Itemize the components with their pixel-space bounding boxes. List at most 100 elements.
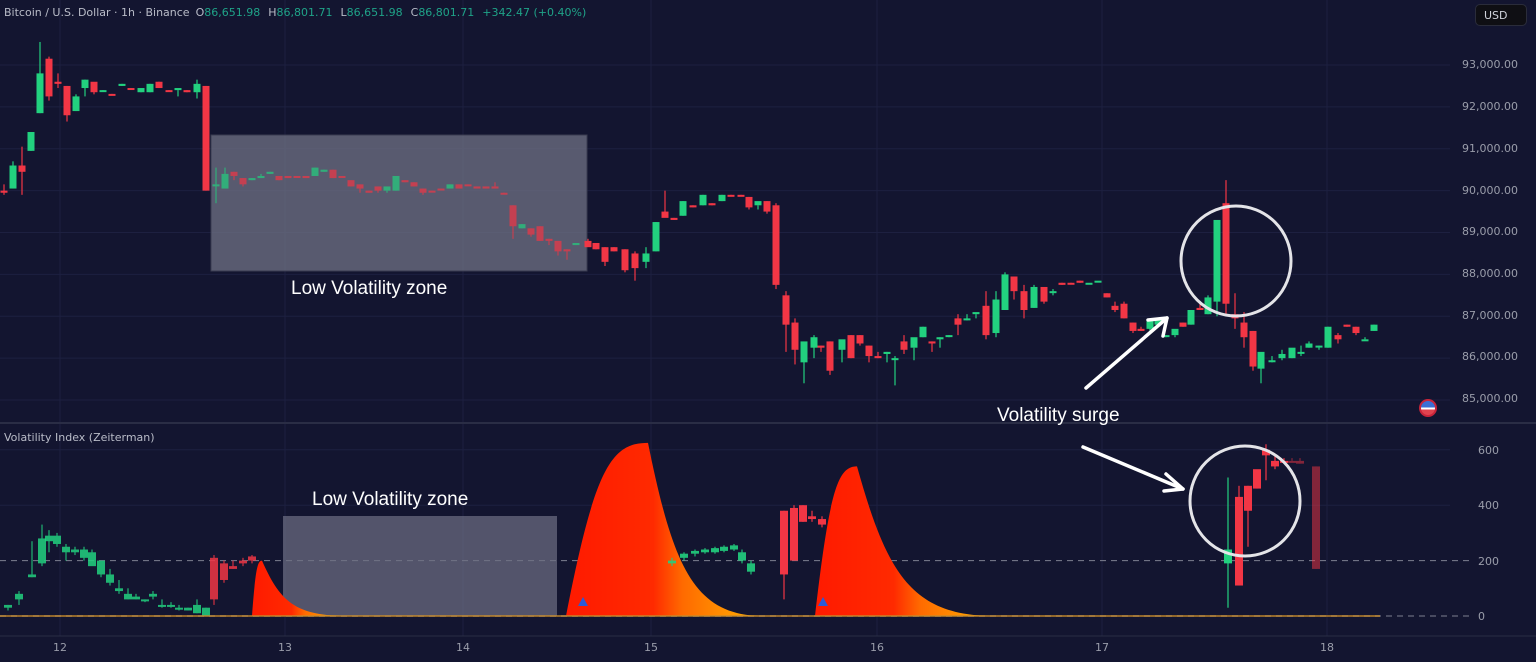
indicator-candle — [38, 524, 46, 567]
candle — [155, 81, 163, 89]
candle — [954, 314, 962, 336]
candle — [1030, 284, 1038, 308]
candle — [945, 335, 953, 338]
candle — [1040, 286, 1048, 304]
indicator-candle — [1288, 458, 1296, 463]
candle — [847, 335, 855, 359]
candle — [900, 335, 908, 354]
candle — [963, 314, 971, 321]
candle — [202, 85, 210, 191]
price-tick: 90,000.00 — [1462, 184, 1518, 197]
candle — [652, 222, 660, 252]
candle — [1162, 335, 1170, 338]
candle — [392, 175, 400, 191]
candle — [239, 178, 247, 187]
candle — [1288, 347, 1296, 359]
candle — [782, 291, 790, 352]
indicator-candle — [4, 604, 12, 611]
candle — [699, 194, 707, 206]
candle — [856, 335, 864, 346]
signal-triangle-icon — [578, 597, 588, 606]
indicator-title[interactable]: Volatility Index (Zeiterman) — [4, 431, 155, 444]
indicator-candle — [1253, 469, 1261, 489]
candle — [428, 190, 436, 193]
indicator-candle — [124, 588, 132, 600]
candle — [891, 356, 899, 386]
candle — [631, 251, 639, 281]
indicator-candle — [1271, 455, 1279, 470]
indicator-candle — [106, 568, 114, 586]
candle — [874, 351, 882, 359]
candle — [193, 79, 201, 99]
candle — [146, 83, 154, 93]
surge-highlight-circle-indicator — [1188, 444, 1302, 558]
change-value: +342.47 (+0.40%) — [482, 6, 587, 19]
price-tick: 86,000.00 — [1462, 350, 1518, 363]
candle — [1111, 301, 1119, 313]
candle — [90, 81, 98, 95]
candle — [248, 178, 256, 181]
candle — [1196, 303, 1204, 310]
candle — [518, 224, 526, 229]
candle — [1334, 333, 1342, 344]
candle — [1257, 351, 1265, 384]
low-volatility-box-indicator — [283, 516, 557, 616]
candle — [63, 85, 71, 122]
indicator-candle — [1224, 477, 1232, 608]
candle — [165, 90, 173, 93]
indicator-candle — [1296, 458, 1304, 464]
candle — [374, 186, 382, 193]
candle — [509, 205, 517, 239]
candle — [1324, 326, 1332, 348]
candle — [491, 182, 499, 189]
candle — [1240, 312, 1248, 348]
indicator-candle — [818, 516, 826, 528]
symbol-title[interactable]: Bitcoin / U.S. Dollar · 1h · Binance — [4, 6, 190, 19]
indicator-candle — [80, 546, 88, 561]
candle — [446, 184, 454, 189]
candle — [365, 190, 373, 193]
candle — [1103, 293, 1111, 298]
indicator-candle — [239, 557, 247, 567]
indicator-candle — [149, 591, 157, 600]
candle — [72, 94, 80, 112]
indicator-candle — [167, 602, 175, 608]
candle — [482, 186, 490, 189]
candle — [838, 339, 846, 363]
candle — [1094, 280, 1102, 283]
candle — [455, 184, 463, 189]
candle — [1361, 337, 1369, 342]
volatility-spike-area — [252, 560, 340, 616]
currency-button[interactable]: USD — [1475, 4, 1527, 26]
indicator-candle — [229, 560, 237, 569]
candle — [275, 175, 283, 181]
indicator-candle — [711, 546, 719, 554]
candle — [1120, 301, 1128, 319]
indicator-tick: 200 — [1478, 555, 1499, 568]
indicator-candle — [88, 549, 96, 567]
price-candles — [0, 41, 1378, 386]
indicator-candle — [210, 555, 218, 605]
volatility-spike-area — [566, 442, 760, 616]
candle — [679, 201, 687, 216]
candle — [1049, 289, 1057, 296]
candle — [293, 175, 301, 178]
candle — [1213, 219, 1221, 317]
candle — [9, 161, 17, 189]
time-tick: 15 — [644, 641, 658, 654]
candle — [826, 341, 834, 375]
indicator-candle — [738, 549, 746, 564]
candle — [18, 146, 26, 195]
indicator-candle — [141, 599, 149, 603]
indicator-candle — [808, 510, 816, 522]
candle — [727, 194, 735, 197]
candle — [763, 201, 771, 214]
arrow-up-right-icon — [1084, 316, 1169, 390]
arrow-down-right-icon — [1081, 445, 1185, 493]
candle — [1067, 282, 1075, 285]
candle — [230, 171, 238, 181]
us-flag-event-icon[interactable] — [1419, 399, 1437, 417]
indicator-candle — [62, 543, 70, 561]
candle — [754, 201, 762, 210]
